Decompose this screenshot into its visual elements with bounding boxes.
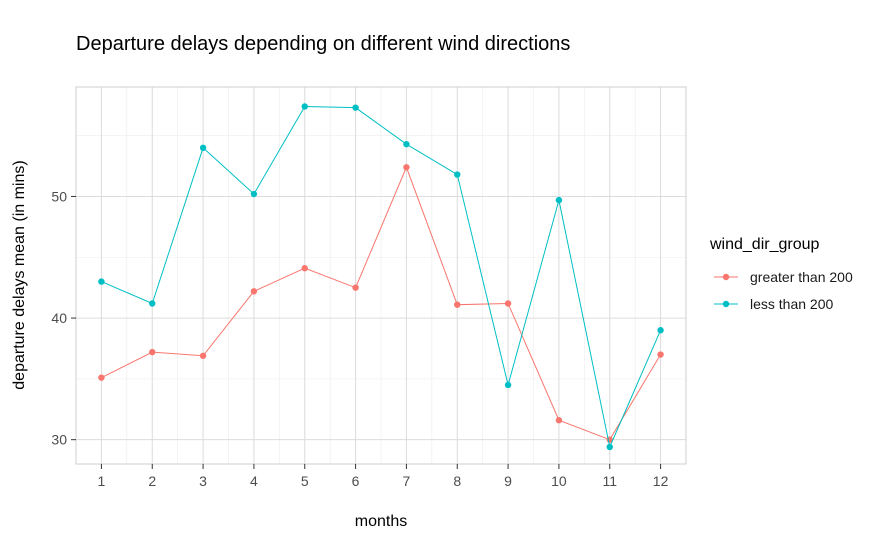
x-tick-label: 5 — [301, 473, 309, 489]
legend-label: less than 200 — [750, 296, 833, 312]
x-axis-title: months — [355, 513, 407, 530]
x-tick-label: 4 — [250, 473, 258, 489]
x-tick-label: 1 — [98, 473, 106, 489]
x-tick-label: 10 — [551, 473, 567, 489]
data-point — [352, 284, 359, 291]
data-point — [403, 164, 410, 171]
legend-key-point — [722, 300, 730, 308]
y-tick-label: 30 — [51, 432, 67, 448]
data-point — [250, 190, 258, 198]
legend-label: greater than 200 — [750, 269, 853, 285]
data-point — [199, 144, 207, 152]
legend-key-point — [722, 273, 730, 281]
x-tick-label: 2 — [148, 473, 156, 489]
data-point — [301, 265, 308, 272]
data-point — [403, 140, 410, 148]
x-tick-label: 12 — [653, 473, 669, 489]
data-point — [149, 348, 156, 356]
y-tick-label: 50 — [51, 188, 67, 204]
data-point — [454, 171, 461, 178]
data-point — [504, 300, 512, 307]
chart-title: Departure delays depending on different … — [76, 33, 570, 55]
x-tick-label: 9 — [504, 473, 512, 489]
panel-border — [75, 86, 687, 465]
data-point — [352, 104, 359, 111]
x-tick-label: 8 — [453, 473, 461, 489]
y-axis-title: departure delays mean (in mins) — [11, 160, 28, 389]
x-tick-label: 7 — [403, 473, 411, 489]
x-tick-label: 11 — [602, 473, 617, 489]
data-point — [199, 352, 207, 359]
data-point — [98, 374, 105, 381]
data-point — [98, 278, 105, 285]
data-point — [504, 381, 512, 389]
data-point — [454, 301, 461, 308]
data-point — [250, 288, 258, 295]
series-line-1 — [101, 165, 662, 441]
data-point — [149, 300, 156, 307]
legend-title: wind_dir_group — [709, 236, 820, 253]
data-point — [657, 351, 664, 358]
legend: wind_dir_group greater than 200 less than… — [709, 236, 853, 312]
data-point — [555, 196, 563, 204]
data-point — [657, 327, 664, 334]
series-line-2 — [101, 105, 662, 449]
x-tick-label: 3 — [199, 473, 207, 489]
x-tick-label: 6 — [352, 473, 360, 489]
data-point — [301, 103, 308, 110]
y-tick-label: 40 — [51, 310, 67, 326]
data-point — [606, 443, 613, 451]
data-point — [555, 417, 563, 424]
